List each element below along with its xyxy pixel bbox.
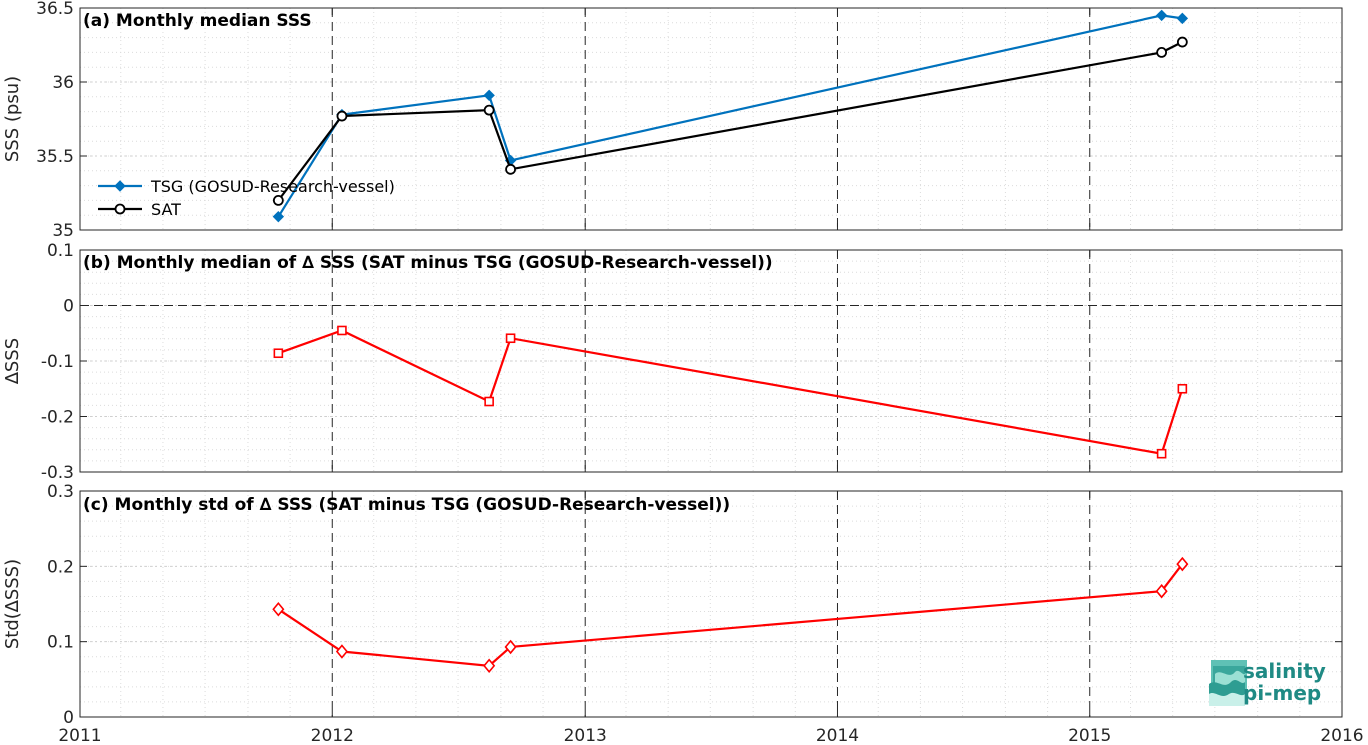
axes-box — [79, 490, 1343, 718]
legend-label: TSG (GOSUD-Research-vessel) — [150, 177, 395, 196]
y-tick-label: 36.5 — [36, 0, 74, 19]
y-axis-label: SSS (psu) — [2, 76, 23, 162]
logo-line2: pi-mep — [1243, 681, 1321, 705]
panel-3: 0 0.1 0.2 0.3 2011 2012 2013 2014 2015 2016 Std(∆S… — [2, 482, 1364, 745]
y-axis-label: Std(∆SSS) — [2, 559, 23, 649]
axes-box — [79, 7, 1343, 231]
y-tick-label: -0.1 — [41, 352, 74, 372]
data-point — [114, 203, 126, 215]
data-point — [1176, 12, 1189, 25]
data-point — [483, 658, 496, 674]
legend-label: SAT — [151, 200, 181, 219]
data-point — [1176, 556, 1189, 572]
x-tick-label: 2011 — [58, 726, 101, 745]
x-tick-label: 2014 — [816, 726, 859, 745]
data-point — [1156, 47, 1168, 58]
data-point — [336, 110, 348, 122]
salinity-pi-mep-logo: salinity pi-mep — [1209, 659, 1326, 706]
y-tick-label: -0.3 — [41, 463, 74, 483]
data-point — [1156, 448, 1167, 459]
series-line-1 — [278, 329, 1184, 455]
data-point — [1176, 36, 1188, 48]
y-tick-label: 0.1 — [47, 241, 74, 261]
x-tick-label: 2015 — [1068, 726, 1111, 745]
logo-line1: salinity — [1243, 659, 1326, 683]
panel-title: (b) Monthly median of ∆ SSS (SAT minus T… — [83, 253, 773, 273]
data-point — [272, 602, 285, 617]
series-line-1 — [277, 563, 1184, 667]
y-tick-label: 0 — [63, 297, 74, 317]
y-axis-label: ∆SSS — [2, 338, 23, 385]
y-tick-label: 36 — [52, 73, 74, 93]
x-tick-label: 2012 — [311, 726, 354, 745]
data-point — [337, 325, 347, 336]
y-tick-label: 35 — [52, 221, 74, 241]
data-point — [335, 644, 348, 659]
data-point — [273, 348, 284, 359]
x-tick-label: 2016 — [1320, 726, 1363, 745]
data-point — [483, 104, 495, 116]
data-point — [483, 89, 495, 102]
data-point — [272, 210, 285, 223]
data-point — [484, 396, 494, 407]
y-tick-label: 0 — [63, 708, 74, 728]
legend: TSG (GOSUD-Research-vessel) SAT — [98, 177, 395, 219]
data-point — [505, 163, 516, 175]
y-tick-label: 0.3 — [47, 482, 74, 502]
y-tick-label: -0.2 — [41, 408, 74, 428]
data-point — [1155, 9, 1168, 22]
y-tick-label: 0.1 — [47, 633, 74, 653]
panel-1: 35 35.5 36 36.5 SSS (psu) (a) Monthly median … — [2, 0, 1343, 241]
data-point — [114, 180, 126, 192]
data-point — [1177, 383, 1188, 394]
y-tick-label: 35.5 — [36, 147, 74, 167]
data-point — [272, 194, 284, 206]
data-point — [505, 333, 516, 344]
panel-title: (a) Monthly median SSS — [83, 11, 312, 31]
panel-2: -0.3 -0.2 -0.1 0 0.1 ∆SSS (b) Monthly median o… — [2, 241, 1343, 483]
y-tick-label: 0.2 — [47, 557, 74, 577]
data-point — [504, 639, 517, 655]
data-point — [1155, 583, 1168, 599]
x-tick-label: 2013 — [564, 726, 607, 745]
panel-title: (c) Monthly std of ∆ SSS (SAT minus TSG … — [83, 495, 730, 515]
